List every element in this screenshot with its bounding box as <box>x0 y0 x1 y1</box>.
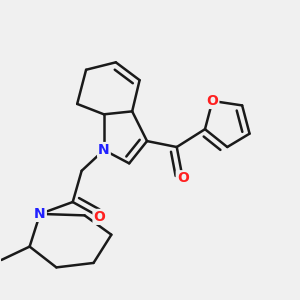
Text: O: O <box>94 210 105 224</box>
Text: N: N <box>34 207 46 221</box>
Text: O: O <box>177 171 189 185</box>
Text: O: O <box>206 94 218 108</box>
Text: N: N <box>98 143 110 157</box>
